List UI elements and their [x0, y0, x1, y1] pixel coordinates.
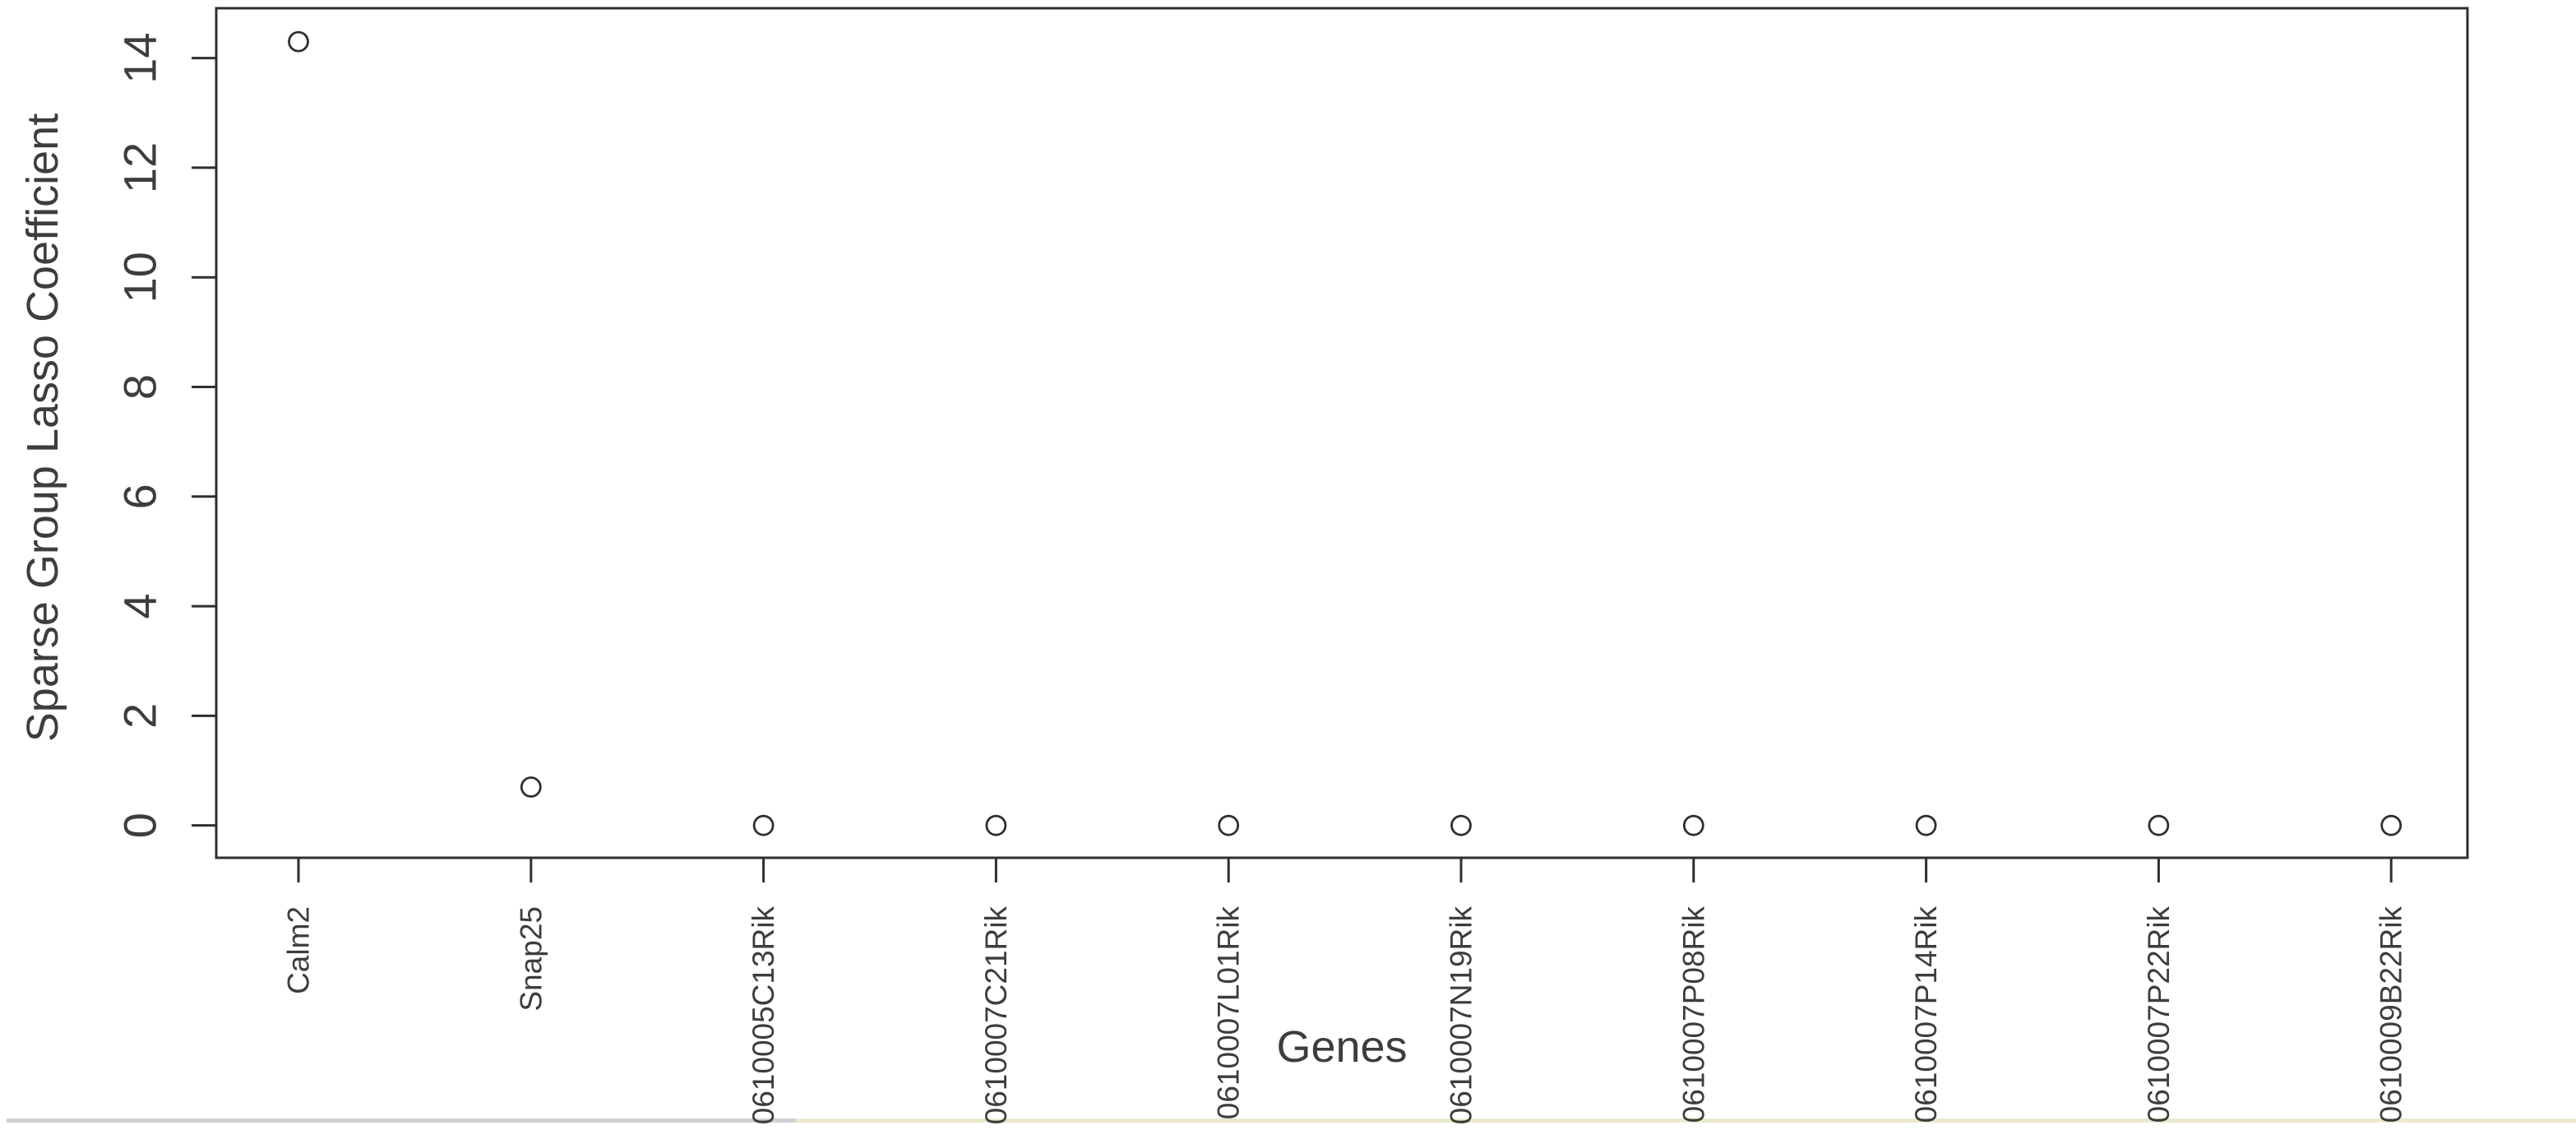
- y-tick-label: 6: [114, 484, 166, 509]
- x-axis-title: Genes: [1276, 1022, 1407, 1072]
- x-tick-label: 0610005C13Rik: [747, 906, 780, 1125]
- bottom-strip-left: [7, 1118, 796, 1123]
- x-tick-label: 0610009B22Rik: [2375, 906, 2408, 1123]
- data-point: [520, 776, 542, 798]
- data-point: [1915, 814, 1937, 836]
- x-tick-label: 0610007C21Rik: [979, 906, 1013, 1125]
- y-tick-label: 4: [114, 594, 166, 619]
- data-point: [1450, 814, 1472, 836]
- data-point: [2380, 814, 2403, 836]
- x-tick-label: 0610007P22Rik: [2142, 906, 2176, 1123]
- plot-border: [215, 7, 2469, 859]
- y-tick-label: 12: [114, 142, 166, 193]
- y-tick-label: 14: [114, 32, 166, 83]
- data-point: [288, 30, 309, 53]
- x-tick-label: 0610007L01Rik: [1212, 906, 1246, 1120]
- data-point: [985, 814, 1007, 836]
- data-point: [752, 814, 775, 836]
- x-tick-label: Snap25: [514, 906, 548, 1012]
- x-tick-label: 0610007P14Rik: [1909, 906, 1943, 1123]
- data-point: [1682, 814, 1704, 836]
- x-tick-label: 0610007P08Rik: [1676, 906, 1710, 1123]
- x-tick-label: Calm2: [282, 906, 316, 994]
- y-axis-title: Sparse Group Lasso Coefficient: [18, 113, 67, 742]
- data-point: [2148, 814, 2170, 836]
- y-tick-label: 0: [114, 813, 166, 838]
- bottom-strip-right: [796, 1118, 2576, 1123]
- data-point: [1218, 814, 1240, 836]
- x-tick-label: 0610007N19Rik: [1445, 906, 1478, 1125]
- y-tick-label: 2: [114, 703, 166, 729]
- y-tick-label: 10: [114, 252, 166, 303]
- y-tick-label: 8: [114, 374, 166, 400]
